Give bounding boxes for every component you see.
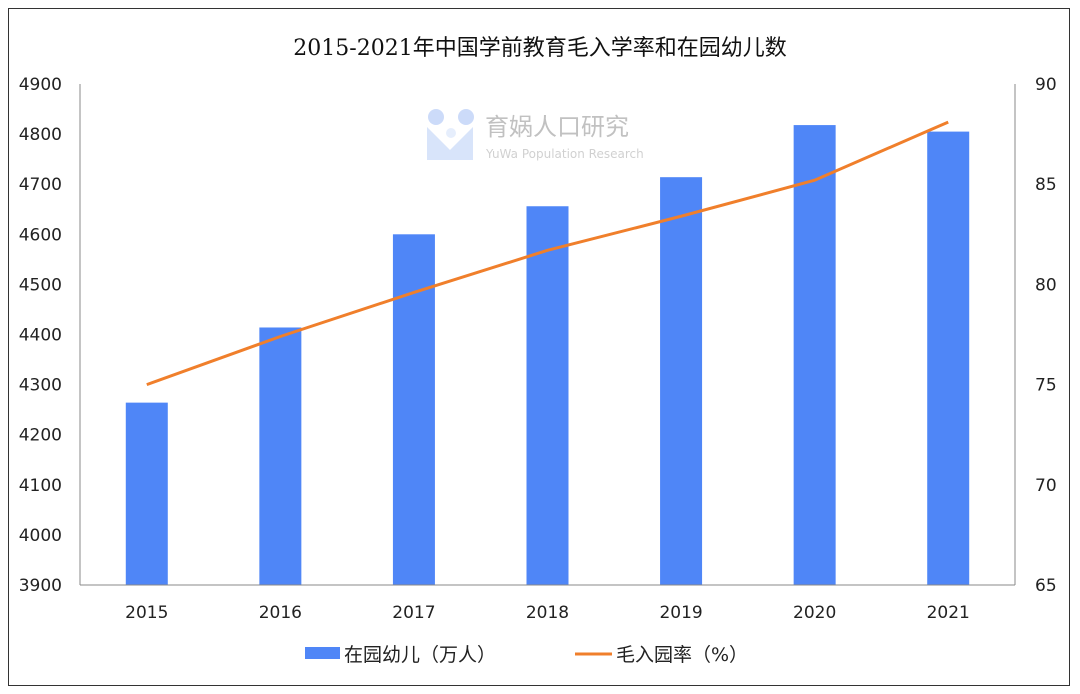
left-tick-label: 3900 [19,576,62,596]
chart-title: 2015-2021年中国学前教育毛入学率和在园幼儿数 [293,36,786,61]
right-tick-label: 75 [1035,376,1057,396]
left-tick-label: 4200 [19,426,62,446]
left-tick-label: 4900 [19,75,62,95]
x-tick-label: 2021 [927,603,970,623]
legend-swatch-bar [305,647,340,659]
x-tick-label: 2018 [526,603,569,623]
left-tick-label: 4500 [19,275,62,295]
left-tick-label: 4000 [19,526,62,546]
bar-2016 [259,327,302,585]
right-tick-label: 80 [1035,275,1057,295]
left-tick-label: 4300 [19,376,62,396]
right-tick-label: 70 [1035,476,1057,496]
left-tick-label: 4700 [19,175,62,195]
right-tick-label: 90 [1035,75,1057,95]
left-tick-label: 4800 [19,125,62,145]
bar-2019 [660,177,703,585]
bar-2020 [793,125,836,585]
x-tick-label: 2020 [793,603,836,623]
left-tick-label: 4100 [19,476,62,496]
right-tick-label: 85 [1035,175,1057,195]
bar-2015 [125,402,168,585]
watermark-logo: 育娲人口研究 YuWa Population Research [427,109,644,161]
x-tick-label: 2015 [125,603,168,623]
left-tick-label: 4400 [19,326,62,346]
x-tick-label: 2019 [659,603,702,623]
chart-frame [8,8,1070,686]
bar-2021 [927,131,970,585]
x-tick-label: 2017 [392,603,435,623]
right-tick-label: 65 [1035,576,1057,596]
bar-2018 [526,206,569,585]
legend-label-bar: 在园幼儿（万人） [344,644,496,666]
watermark-subtitle: YuWa Population Research [485,147,644,161]
left-tick-label: 4600 [19,225,62,245]
legend-label-line: 毛入园率（%） [616,644,748,666]
watermark-name: 育娲人口研究 [485,113,629,141]
x-tick-label: 2016 [259,603,302,623]
